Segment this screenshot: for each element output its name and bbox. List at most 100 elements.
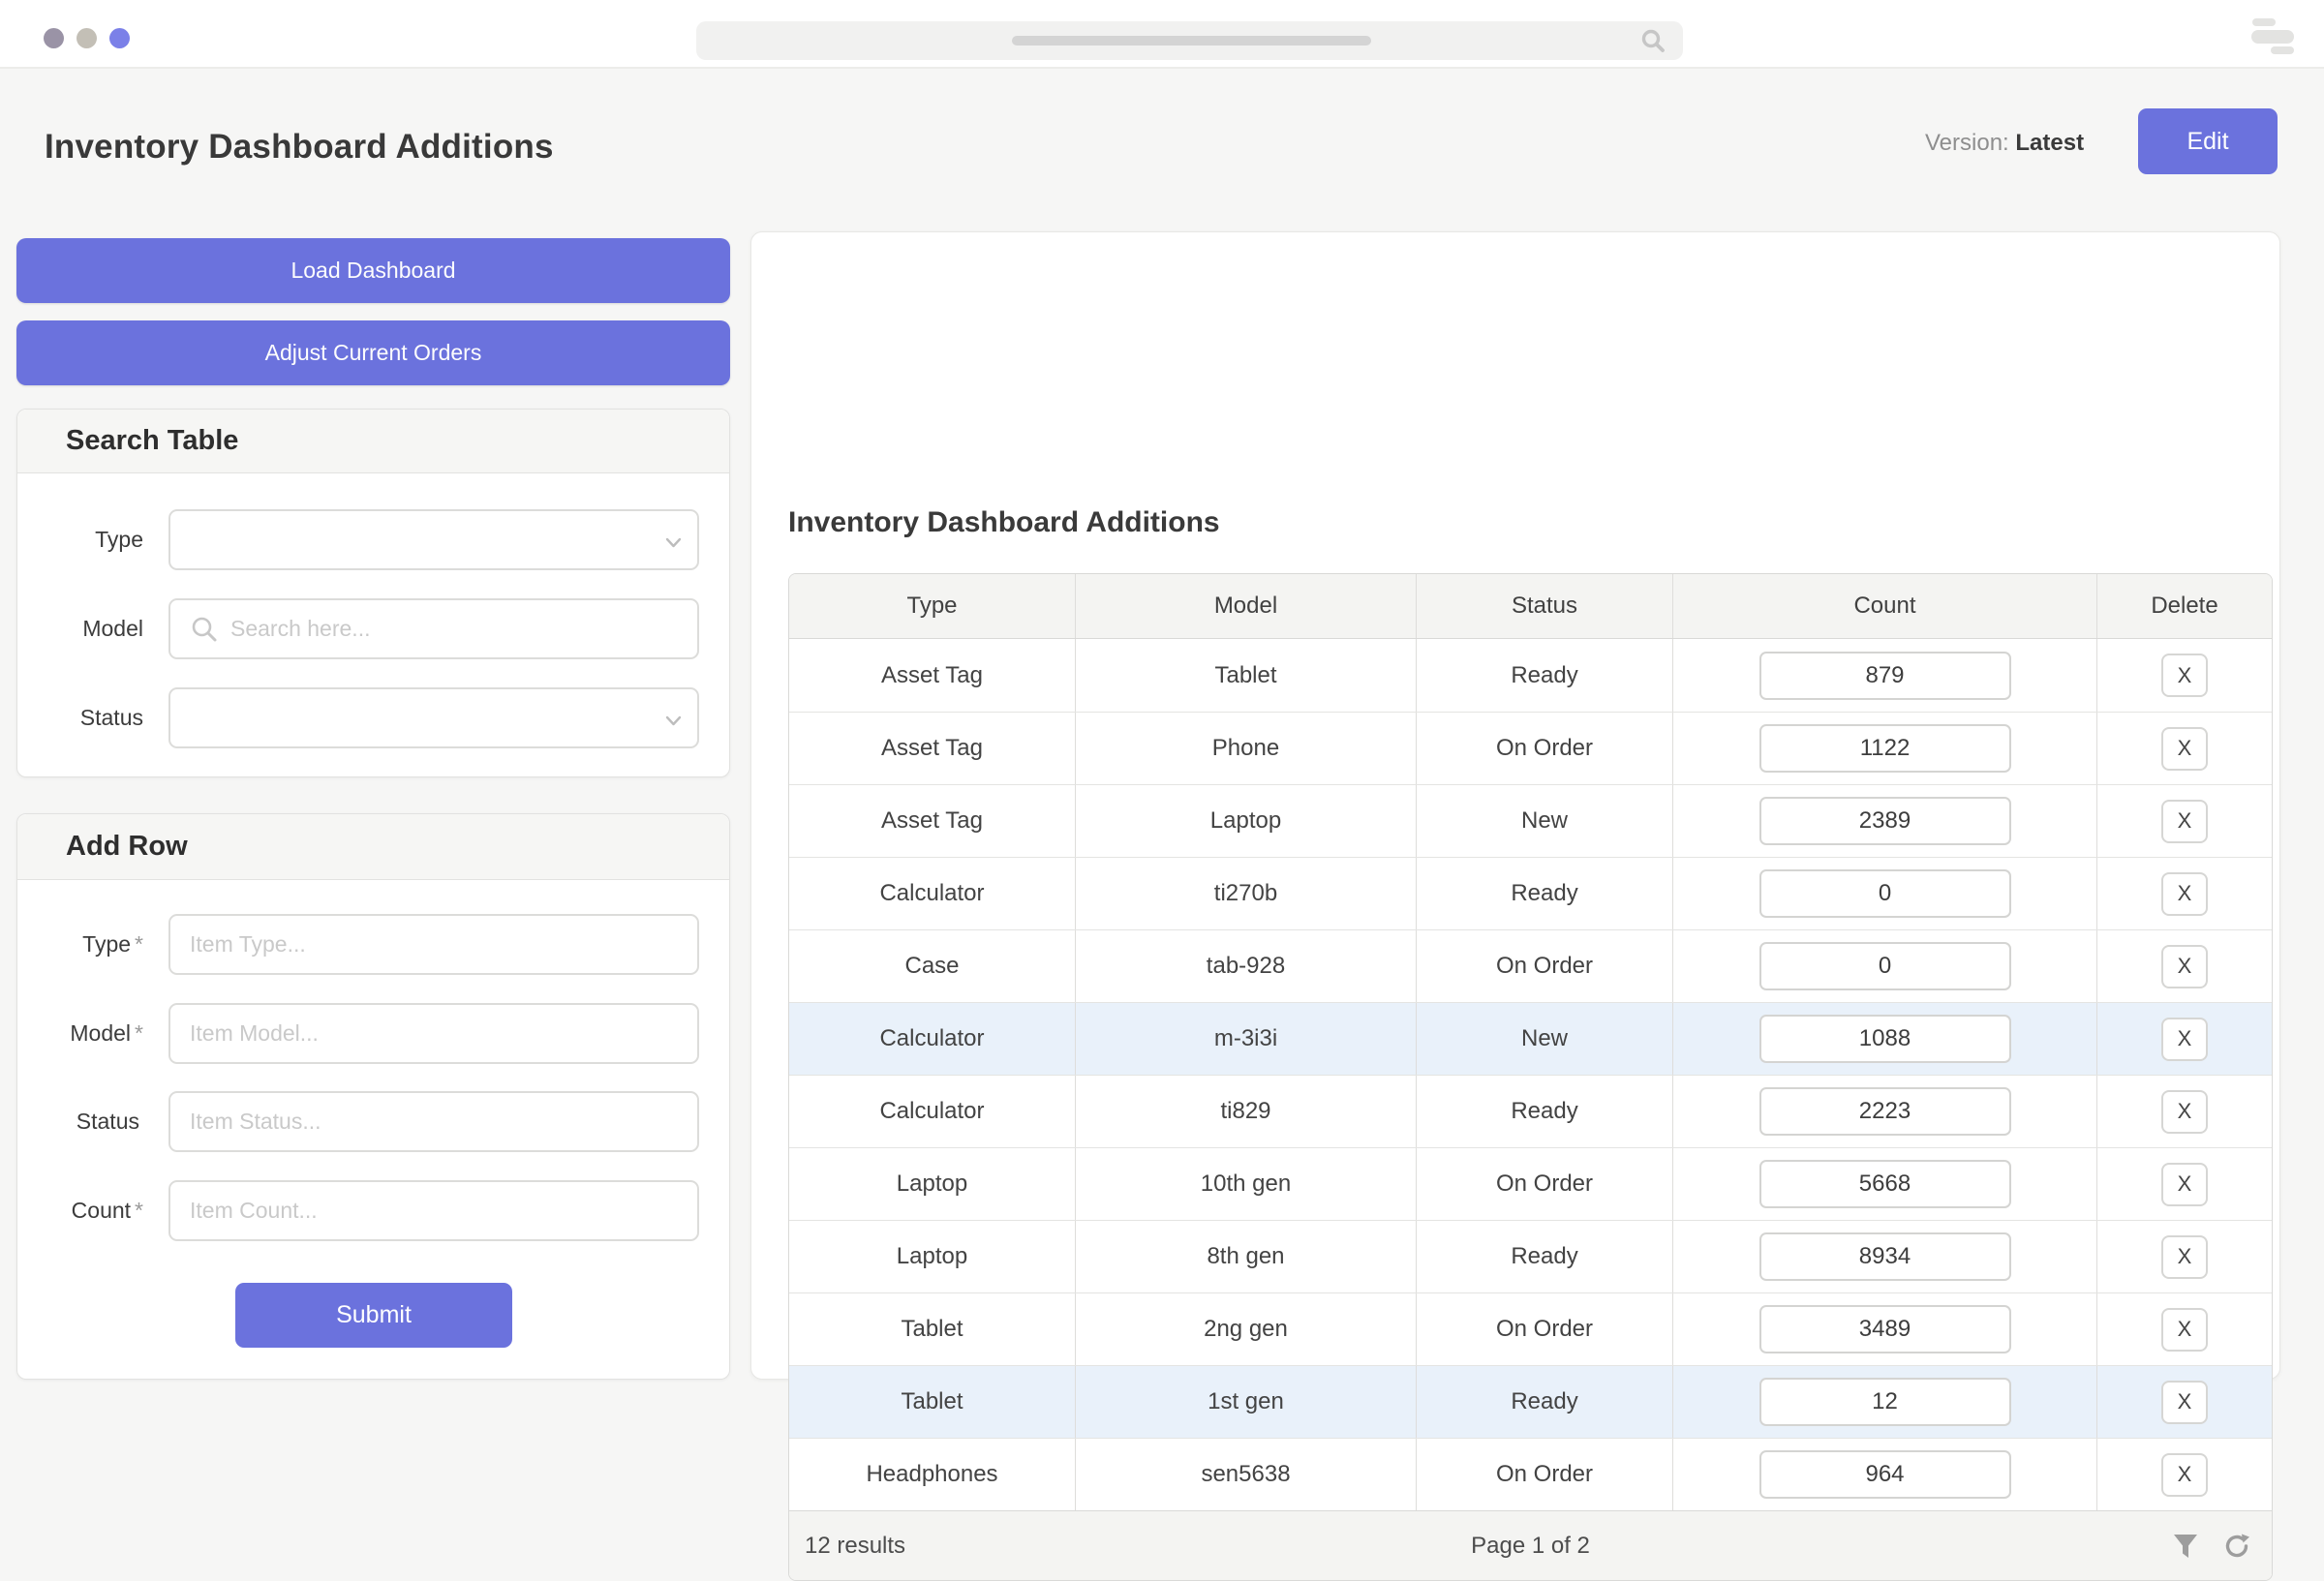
chevron-down-icon (665, 714, 682, 731)
cell-delete: X (2096, 1439, 2272, 1510)
delete-row-button[interactable]: X (2161, 1234, 2208, 1279)
cell-type: Tablet (901, 1388, 963, 1414)
add-status-label: Status (17, 1091, 143, 1152)
delete-row-button[interactable]: X (2161, 1017, 2208, 1061)
count-input[interactable] (1758, 651, 2011, 700)
delete-row-button[interactable]: X (2161, 944, 2208, 988)
traffic-dot-1[interactable] (44, 28, 64, 48)
search-type-select[interactable] (168, 509, 699, 570)
table-footer: 12 results Page 1 of 2 (789, 1510, 2272, 1580)
search-icon (190, 615, 219, 644)
count-input[interactable] (1758, 942, 2011, 990)
delete-row-button[interactable]: X (2161, 871, 2208, 916)
add-type-label: Type * (82, 931, 143, 957)
add-count-field (168, 1180, 699, 1241)
count-input[interactable] (1758, 797, 2011, 845)
cell-delete: X (2096, 1221, 2272, 1292)
cell-delete: X (2096, 1293, 2272, 1365)
cell-type: Asset Tag (881, 661, 983, 688)
filter-icon[interactable] (2173, 1534, 2198, 1560)
cell-status: On Order (1416, 930, 1672, 1002)
column-header-count[interactable]: Count (1672, 574, 2096, 638)
delete-row-button[interactable]: X (2161, 726, 2208, 771)
cell-type: Tablet (901, 1316, 963, 1342)
browser-search-bar[interactable] (696, 21, 1683, 60)
refresh-icon[interactable] (2223, 1533, 2250, 1560)
version-label: Version: Latest (1925, 130, 2085, 156)
delete-row-button[interactable]: X (2161, 654, 2208, 697)
traffic-dot-2[interactable] (76, 28, 97, 48)
add-type-field (168, 914, 699, 975)
cell-model: ti829 (1075, 1076, 1416, 1147)
count-input[interactable] (1758, 1015, 2011, 1063)
cell-count (1672, 1148, 2096, 1220)
count-input[interactable] (1758, 724, 2011, 773)
cell-count (1672, 1366, 2096, 1438)
search-status-select[interactable] (168, 687, 699, 748)
column-header-model[interactable]: Model (1075, 574, 1416, 638)
delete-row-button[interactable]: X (2161, 1452, 2208, 1497)
cell-delete: X (2096, 785, 2272, 857)
cell-status: Ready (1416, 1221, 1672, 1292)
cell-delete: X (2096, 639, 2272, 712)
cell-model: tab-928 (1075, 930, 1416, 1002)
column-header-type[interactable]: Type (906, 593, 958, 619)
count-input[interactable] (1758, 1450, 2011, 1499)
cell-count (1672, 639, 2096, 712)
required-mark: * (135, 1020, 143, 1046)
count-input[interactable] (1758, 869, 2011, 918)
cell-status: Ready (1416, 639, 1672, 712)
cell-type: Calculator (879, 1025, 985, 1051)
cell-model: 10th gen (1075, 1148, 1416, 1220)
search-type-label: Type (95, 527, 143, 552)
adjust-current-orders-button[interactable]: Adjust Current Orders (16, 320, 730, 385)
delete-row-button[interactable]: X (2161, 1380, 2208, 1424)
search-status-label: Status (79, 705, 143, 730)
submit-button[interactable]: Submit (235, 1283, 512, 1348)
add-model-input[interactable] (170, 1005, 697, 1062)
count-input[interactable] (1758, 1160, 2011, 1208)
search-model-input[interactable] (170, 600, 697, 657)
count-input[interactable] (1758, 1378, 2011, 1426)
inventory-panel: Inventory Dashboard Additions Type Model… (750, 231, 2280, 1581)
add-type-input[interactable] (170, 916, 697, 973)
add-count-input[interactable] (170, 1182, 697, 1239)
cell-status: Ready (1416, 858, 1672, 929)
chevron-down-icon (665, 535, 682, 553)
cell-status: Ready (1416, 1076, 1672, 1147)
cell-count (1672, 930, 2096, 1002)
search-table-panel: Search Table Type Model Status (16, 409, 730, 777)
cell-type: Asset Tag (881, 735, 983, 761)
delete-row-button[interactable]: X (2161, 799, 2208, 843)
cell-count (1672, 1439, 2096, 1510)
cell-delete: X (2096, 1076, 2272, 1147)
cell-type: Calculator (879, 880, 985, 906)
cell-type: Calculator (879, 1098, 985, 1124)
column-header-delete[interactable]: Delete (2096, 574, 2272, 638)
add-status-input[interactable] (170, 1093, 697, 1150)
traffic-dot-3[interactable] (109, 28, 130, 48)
search-icon[interactable] (1640, 28, 1666, 53)
cell-type: Headphones (866, 1461, 998, 1487)
delete-row-button[interactable]: X (2161, 1307, 2208, 1352)
cell-count (1672, 785, 2096, 857)
page-indicator: Page 1 of 2 (1471, 1532, 1590, 1559)
edit-button[interactable]: Edit (2138, 108, 2278, 174)
load-dashboard-button[interactable]: Load Dashboard (16, 238, 730, 303)
table-header-row: Type Model Status Count Delete (789, 574, 2272, 639)
menu-icon[interactable] (2251, 18, 2294, 54)
search-table-title: Search Table (17, 410, 729, 473)
delete-row-button[interactable]: X (2161, 1162, 2208, 1206)
column-header-status[interactable]: Status (1416, 574, 1672, 638)
cell-delete: X (2096, 858, 2272, 929)
count-input[interactable] (1758, 1305, 2011, 1353)
delete-row-button[interactable]: X (2161, 1089, 2208, 1134)
cell-count (1672, 1076, 2096, 1147)
count-input[interactable] (1758, 1087, 2011, 1136)
count-input[interactable] (1758, 1232, 2011, 1281)
url-placeholder-bar (1012, 36, 1371, 46)
